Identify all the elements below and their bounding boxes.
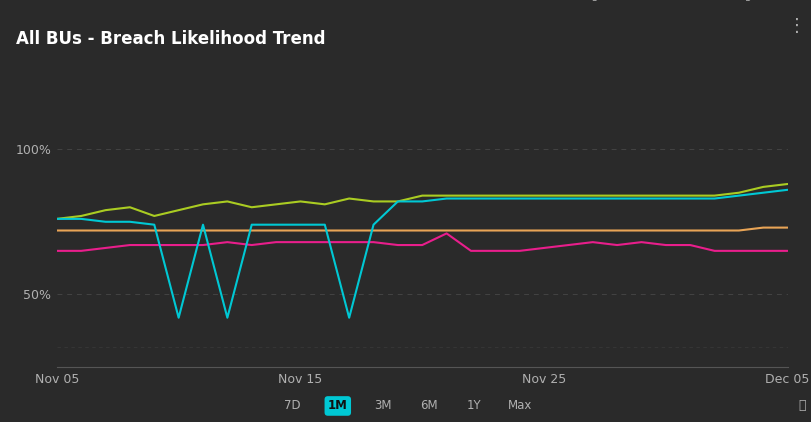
- Text: ⋮: ⋮: [787, 17, 805, 35]
- Text: 1Y: 1Y: [466, 400, 481, 412]
- Text: Max: Max: [507, 400, 531, 412]
- Text: 3M: 3M: [374, 400, 392, 412]
- Text: All BUs - Breach Likelihood Trend: All BUs - Breach Likelihood Trend: [16, 30, 325, 48]
- Text: 6M: 6M: [419, 400, 437, 412]
- Text: ⓘ: ⓘ: [797, 400, 805, 412]
- Text: 1M: 1M: [328, 400, 347, 412]
- Text: 7D: 7D: [284, 400, 300, 412]
